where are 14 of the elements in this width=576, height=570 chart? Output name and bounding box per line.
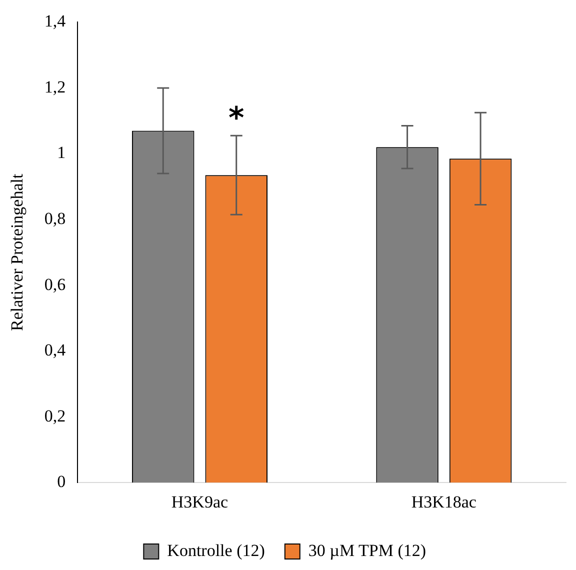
y-tick-label: 0,4: [44, 340, 66, 360]
y-tick-label: 0: [57, 472, 66, 492]
y-tick-label: 0,6: [44, 274, 66, 294]
y-tick-label: 0,8: [44, 208, 66, 228]
annotation: *: [228, 100, 245, 136]
legend-label: 30 µM TPM (12): [308, 540, 426, 560]
y-tick-label: 1,4: [44, 12, 66, 31]
legend-label: Kontrolle (12): [167, 540, 265, 560]
y-tick-label: 1,2: [44, 77, 66, 96]
y-tick-label: 1: [57, 143, 66, 162]
y-axis-title: Relativer Proteingehalt: [8, 174, 27, 331]
x-tick-label: H3K9ac: [171, 492, 229, 512]
x-tick-label: H3K18ac: [411, 492, 477, 512]
y-tick-label: 0,2: [44, 406, 66, 426]
